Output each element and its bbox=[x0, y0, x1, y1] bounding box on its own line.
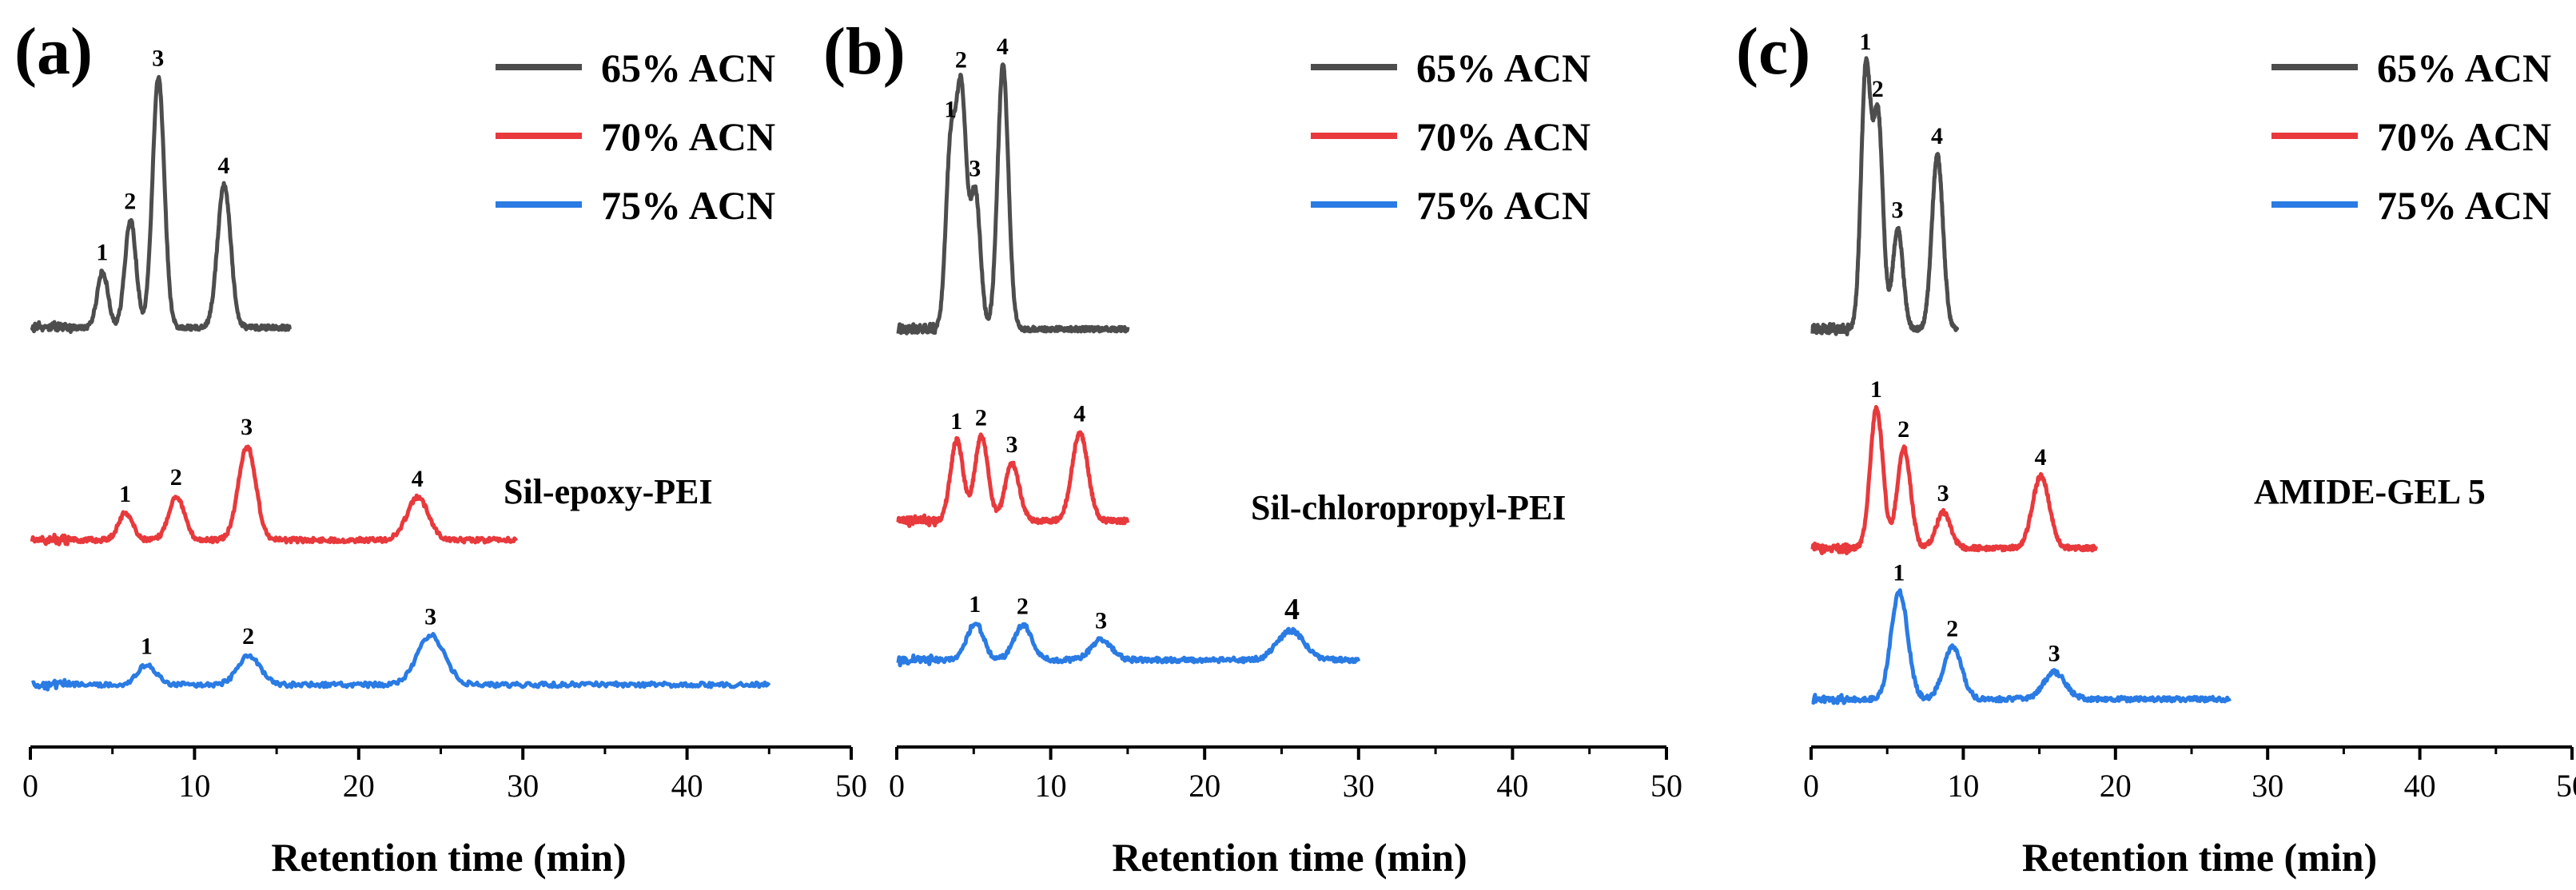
peak-label: 1 bbox=[119, 481, 131, 507]
x-tick-label: 20 bbox=[343, 768, 375, 804]
legend-item: 65% ACN bbox=[1416, 46, 1591, 90]
peak-label: 2 bbox=[170, 464, 182, 491]
x-tick-label: 40 bbox=[2404, 768, 2436, 804]
legend-item: 75% ACN bbox=[2377, 183, 2551, 228]
peak-label: 3 bbox=[1095, 608, 1107, 634]
panel-label: (a) bbox=[14, 14, 93, 89]
peak-label: 1 bbox=[141, 633, 153, 659]
peak-label: 2 bbox=[955, 46, 967, 73]
column-name: Sil-epoxy-PEI bbox=[504, 472, 713, 511]
x-axis-title: Retention time (min) bbox=[271, 835, 626, 880]
x-tick-label: 10 bbox=[178, 768, 210, 804]
peak-label: 4 bbox=[2035, 444, 2047, 471]
peak-label: 1 bbox=[969, 591, 981, 618]
peak-label: 4 bbox=[412, 466, 424, 492]
peak-label: 1 bbox=[1893, 560, 1905, 586]
peak-label: 3 bbox=[1937, 480, 1949, 507]
peak-label: 2 bbox=[124, 189, 136, 215]
column-name: Sil-chloropropyl-PEI bbox=[1251, 488, 1566, 527]
peak-label: 3 bbox=[1005, 431, 1017, 458]
x-tick-label: 50 bbox=[2556, 768, 2576, 804]
peak-label: 2 bbox=[1017, 593, 1029, 619]
trace-65-acn bbox=[1810, 56, 1960, 336]
x-tick-label: 0 bbox=[1803, 768, 1819, 804]
peak-label: 4 bbox=[1073, 401, 1085, 427]
peak-label: 1 bbox=[96, 240, 108, 266]
panel-label: (b) bbox=[823, 14, 906, 89]
x-tick-label: 0 bbox=[889, 768, 905, 804]
panel-label: (c) bbox=[1736, 14, 1810, 89]
legend-item: 75% ACN bbox=[1416, 183, 1591, 228]
trace-65-acn bbox=[30, 74, 292, 334]
peak-label: 3 bbox=[241, 414, 253, 440]
peak-label: 2 bbox=[1872, 76, 1884, 102]
peak-label: 2 bbox=[1897, 416, 1909, 443]
trace-75-acn bbox=[896, 622, 1361, 668]
x-tick-label: 30 bbox=[2252, 768, 2283, 804]
x-tick-label: 30 bbox=[507, 768, 539, 804]
column-name: AMIDE-GEL 5 bbox=[2254, 472, 2486, 511]
legend-item: 70% ACN bbox=[601, 114, 775, 159]
x-tick-label: 10 bbox=[1947, 768, 1979, 804]
x-tick-label: 40 bbox=[1496, 768, 1528, 804]
peak-label: 4 bbox=[997, 34, 1009, 60]
x-tick-label: 0 bbox=[22, 768, 38, 804]
peak-label: 1 bbox=[950, 408, 962, 435]
peak-label: 3 bbox=[1892, 197, 1904, 224]
peak-label: 1 bbox=[1870, 376, 1882, 403]
peak-label: 1 bbox=[1860, 29, 1872, 55]
trace-75-acn bbox=[1811, 588, 2232, 705]
peak-label: 4 bbox=[217, 153, 229, 179]
trace-70-acn bbox=[896, 430, 1130, 528]
x-tick-label: 50 bbox=[835, 768, 867, 804]
trace-65-acn bbox=[896, 62, 1130, 336]
legend-item: 65% ACN bbox=[2377, 46, 2551, 90]
peak-label: 2 bbox=[975, 404, 987, 431]
x-tick-label: 40 bbox=[671, 768, 703, 804]
legend-item: 65% ACN bbox=[601, 46, 775, 90]
trace-70-acn bbox=[1810, 404, 2099, 555]
x-tick-label: 20 bbox=[2100, 768, 2132, 804]
legend-item: 70% ACN bbox=[1416, 114, 1591, 159]
x-axis-title: Retention time (min) bbox=[2022, 835, 2377, 880]
legend-item: 70% ACN bbox=[2377, 114, 2551, 159]
x-tick-label: 30 bbox=[1343, 768, 1375, 804]
peak-label: 3 bbox=[2048, 640, 2060, 666]
peak-label: 3 bbox=[969, 156, 981, 182]
peak-label: 4 bbox=[1284, 593, 1300, 626]
x-axis-title: Retention time (min) bbox=[1112, 835, 1467, 880]
peak-label: 2 bbox=[1946, 616, 1958, 642]
peak-label: 1 bbox=[944, 96, 956, 122]
x-tick-label: 20 bbox=[1188, 768, 1220, 804]
peak-label: 2 bbox=[242, 623, 254, 650]
x-tick-label: 50 bbox=[1650, 768, 1682, 804]
legend-item: 75% ACN bbox=[601, 183, 775, 228]
peak-label: 3 bbox=[424, 604, 436, 630]
trace-75-acn bbox=[30, 632, 771, 692]
trace-70-acn bbox=[30, 444, 519, 546]
x-tick-label: 10 bbox=[1035, 768, 1067, 804]
peak-label: 4 bbox=[1931, 123, 1943, 149]
peak-label: 3 bbox=[152, 45, 164, 71]
